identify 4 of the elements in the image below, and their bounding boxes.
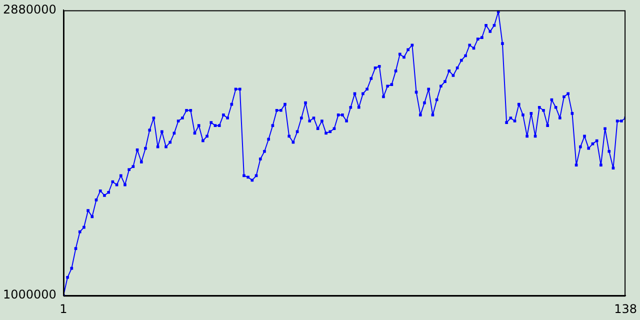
- x-tick-label: 1: [60, 302, 68, 316]
- y-tick-label: 2880000: [2, 2, 56, 16]
- x-tick-label: 138: [614, 302, 637, 316]
- y-tick-label: 1000000: [2, 288, 56, 302]
